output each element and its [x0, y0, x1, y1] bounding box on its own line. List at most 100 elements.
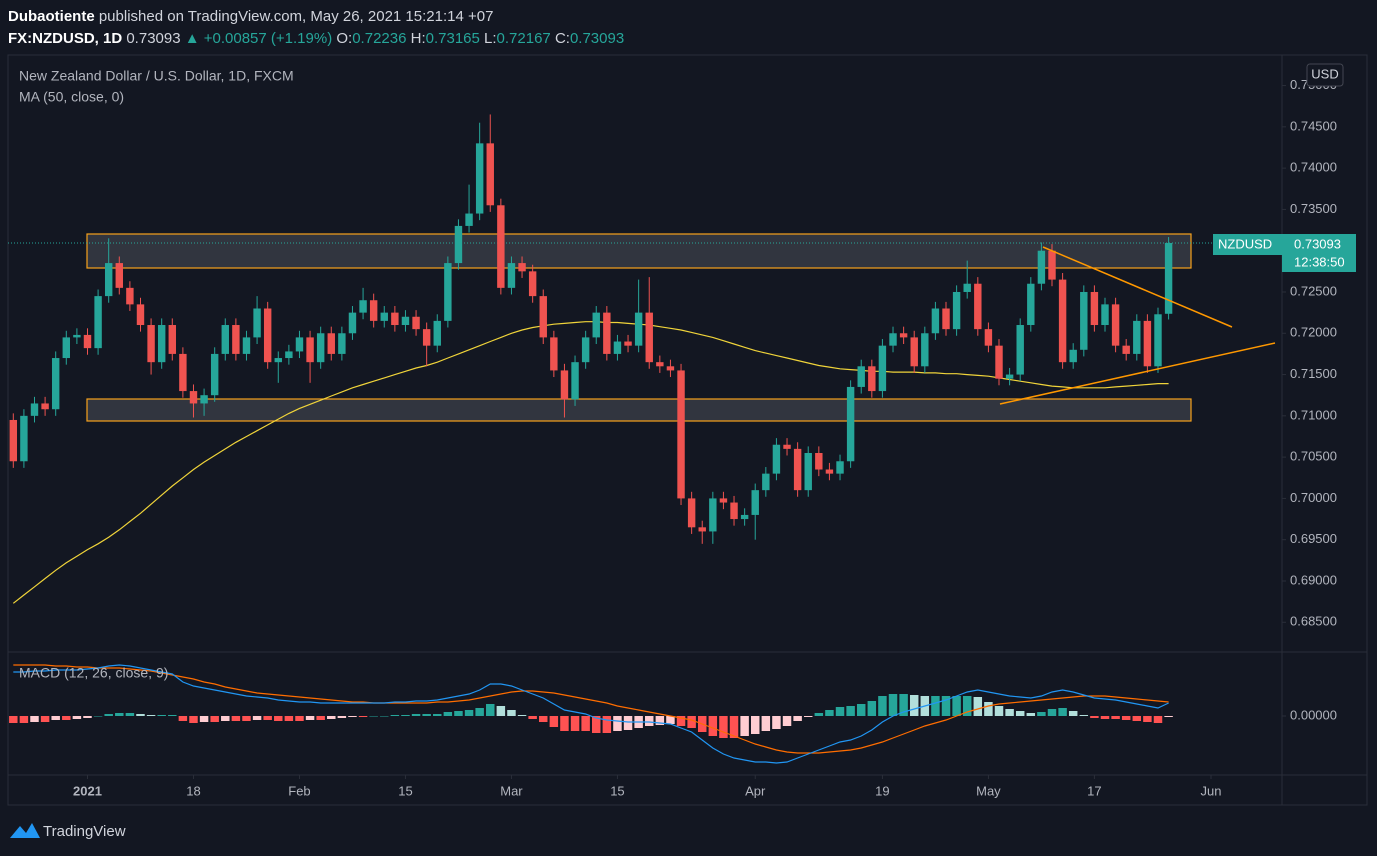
ohlc-value: 0.72236 [352, 30, 407, 47]
candle-body [740, 514, 749, 520]
symbol: FX:NZDUSD, 1D [8, 30, 123, 47]
macd-histogram-bar [464, 710, 474, 716]
candle-body [963, 283, 971, 292]
macd-histogram-bar [592, 716, 601, 733]
candle-body [984, 329, 993, 346]
candle-body [762, 473, 770, 491]
macd-histogram-bar [867, 701, 877, 716]
candle-body [316, 333, 325, 363]
macd-histogram-bar [305, 716, 315, 720]
macd-histogram-bar [708, 716, 718, 736]
macd-histogram-bar [358, 716, 368, 717]
macd-histogram-bar [750, 716, 760, 734]
macd-histogram-bar [411, 714, 421, 716]
macd-histogram-bar [655, 716, 665, 725]
publish-line: Dubaotiente published on TradingView.com… [8, 6, 624, 28]
candle-body [709, 498, 717, 532]
candle-body [666, 366, 675, 371]
macd-histogram-bar [1143, 716, 1152, 722]
macd-histogram-bar [189, 716, 198, 723]
candle-body [168, 325, 176, 354]
macd-histogram-bar [274, 716, 283, 721]
macd-histogram-bar [952, 696, 961, 716]
macd-histogram-bar [719, 716, 728, 738]
candle-body [518, 263, 526, 272]
candle-body [401, 316, 410, 326]
macd-histogram-bar [825, 710, 834, 716]
trend-lines [999, 246, 1276, 405]
macd-histogram-bar [327, 716, 336, 719]
currency-badge [1306, 63, 1344, 87]
y-tick-label: 0.73500 [1290, 201, 1337, 216]
macd-histogram-bar [433, 714, 442, 716]
candle-body [539, 296, 547, 338]
macd-histogram-bar [878, 696, 887, 716]
candle-body [899, 333, 908, 338]
y-tick-label: 0.69000 [1290, 572, 1337, 587]
candle-body [687, 498, 696, 528]
candle-body [1133, 320, 1141, 354]
macd-histogram-bar [146, 715, 156, 716]
macd-histogram-bar [1005, 709, 1014, 716]
y-tick-label: 0.68500 [1290, 614, 1337, 629]
candle-body [475, 143, 484, 214]
candle-body [836, 461, 844, 474]
candle-body [486, 143, 494, 206]
candle-body [200, 395, 208, 404]
candle-body [263, 308, 272, 363]
candle-body [62, 337, 71, 359]
candle-body [104, 263, 113, 297]
macd-histogram-bar [284, 716, 294, 721]
macd-histogram-bar [380, 716, 389, 717]
candle-body [433, 320, 441, 346]
macd-histogram-bar [602, 716, 612, 733]
macd-histogram-bar [856, 704, 866, 716]
candle-body [1143, 320, 1152, 367]
macd-histogram-bar [93, 716, 103, 717]
logo-icon [10, 823, 40, 838]
candle-body [581, 337, 590, 363]
macd-histogram-bar [316, 716, 325, 720]
currency: USD [1311, 66, 1338, 81]
y-tick-label: 0.71000 [1290, 407, 1337, 422]
badge-symbol: NZDUSD [1218, 236, 1272, 251]
ohlc-value: 0.73165 [425, 30, 480, 47]
macd-histogram-bar [454, 711, 463, 716]
candle-body [83, 334, 92, 349]
candle-body [465, 213, 473, 226]
candle-body [412, 316, 420, 330]
macd-histogram-bar [931, 696, 940, 716]
macd-histogram-bar [507, 710, 516, 716]
x-tick-label: 15 [610, 783, 624, 798]
candle-body [210, 353, 219, 396]
macd-histogram-bar [1100, 716, 1110, 719]
macd-histogram-bar [1058, 708, 1067, 716]
candle-body [772, 444, 781, 474]
macd-histogram-bar [761, 716, 771, 731]
macd-histogram-bar [803, 716, 813, 717]
candle-body [94, 296, 102, 349]
candle-body [157, 325, 166, 363]
candle-body [571, 362, 579, 400]
macd-histogram-bar [475, 708, 484, 716]
macd-histogram-bar [846, 706, 855, 716]
macd-histogram-bar [549, 716, 559, 727]
macd-histogram-bar [125, 713, 135, 716]
candle-body [369, 300, 378, 321]
candle-body [1069, 349, 1077, 363]
candle-body [528, 271, 537, 297]
macd-histogram-bar [210, 716, 219, 722]
candle-body [1154, 314, 1162, 367]
macd-histogram-bar [496, 706, 506, 716]
macd-histogram-bar [962, 696, 972, 716]
macd-histogram-bar [1111, 716, 1120, 719]
signal-line [13, 664, 1169, 754]
macd-histogram-bar [51, 716, 60, 720]
candle-body [422, 329, 431, 346]
brand: TradingView [43, 823, 126, 840]
macd-histogram-bar [613, 716, 622, 731]
candle-body [1048, 250, 1056, 280]
macd-histogram-bar [72, 716, 82, 719]
candle-body [910, 337, 918, 367]
